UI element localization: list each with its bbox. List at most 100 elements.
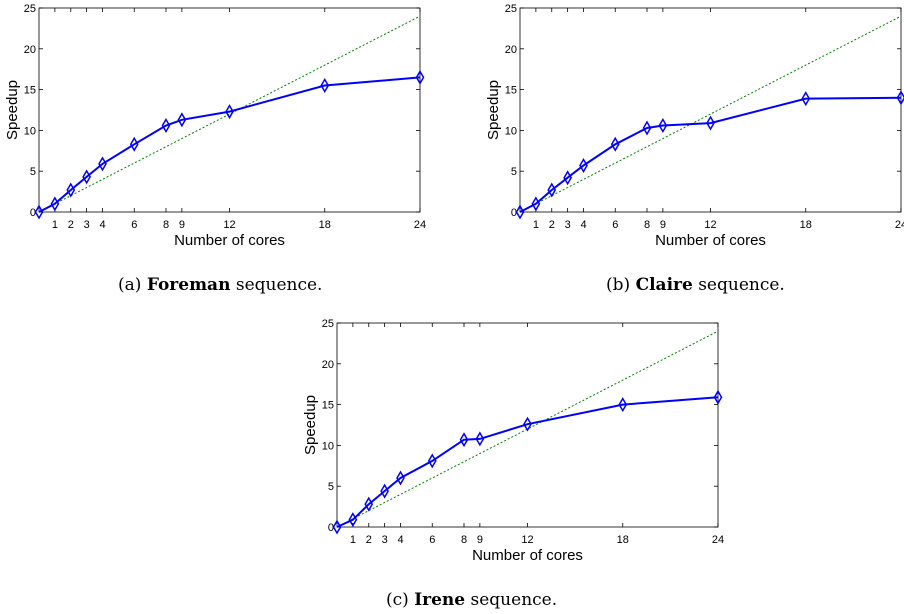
caption-b: (b) Claire sequence. <box>606 275 785 295</box>
caption-a: (a) Foreman sequence. <box>118 275 322 295</box>
data-point-a-8 <box>225 104 234 120</box>
data-point-b-2 <box>547 182 557 198</box>
x-axis-label-c: Number of cores <box>472 547 583 564</box>
x-tick-label-a-2: 3 <box>84 219 90 231</box>
data-point-a-10 <box>415 69 425 85</box>
y-axis-label-b: Speedup <box>485 80 502 140</box>
data-point-c-9 <box>618 397 628 413</box>
x-tick-label-b-9: 24 <box>895 219 904 231</box>
y-tick-label-c-4: 20 <box>322 359 334 371</box>
y-tick-label-b-1: 5 <box>511 166 517 178</box>
data-point-c-5 <box>427 453 437 469</box>
data-point-c-7 <box>475 431 485 447</box>
data-point-a-3 <box>82 169 91 185</box>
y-tick-label-a-2: 10 <box>24 125 36 137</box>
x-tick-label-b-7: 12 <box>704 219 716 231</box>
speedup-line-a <box>38 76 421 213</box>
x-tick-label-c-9: 24 <box>712 534 724 546</box>
x-tick-label-b-4: 6 <box>612 219 618 231</box>
x-tick-label-b-1: 2 <box>549 219 555 231</box>
x-tick-label-c-7: 12 <box>521 534 533 546</box>
caption-c-label: (c) <box>386 590 409 610</box>
y-tick-label-b-4: 20 <box>505 44 517 56</box>
x-axis-label-b: Number of cores <box>655 232 766 249</box>
data-point-a-1 <box>50 196 60 212</box>
x-tick-label-c-2: 3 <box>382 534 388 546</box>
caption-a-rest: sequence. <box>235 275 323 295</box>
x-tick-label-c-6: 9 <box>477 534 483 546</box>
data-point-c-10 <box>713 389 723 405</box>
y-tick-label-c-5: 25 <box>322 318 334 330</box>
x-tick-label-a-3: 4 <box>99 219 105 231</box>
x-tick-label-a-1: 2 <box>68 219 74 231</box>
caption-b-bold: Claire <box>635 275 693 295</box>
x-tick-label-a-6: 9 <box>179 219 185 231</box>
data-point-b-5 <box>610 136 620 152</box>
x-axis-label-a: Number of cores <box>174 232 285 249</box>
y-tick-label-b-5: 25 <box>505 3 517 15</box>
y-tick-label-c-3: 15 <box>322 400 334 412</box>
x-tick-label-a-0: 1 <box>52 219 58 231</box>
speedup-line-b <box>519 96 902 213</box>
y-tick-label-b-3: 15 <box>505 85 517 97</box>
caption-b-label: (b) <box>606 275 631 295</box>
y-tick-label-a-1: 5 <box>30 166 36 178</box>
data-point-a-9 <box>320 78 330 94</box>
data-point-b-1 <box>531 196 541 212</box>
data-point-b-10 <box>896 90 904 106</box>
data-point-b-3 <box>563 170 572 186</box>
x-tick-label-a-5: 8 <box>163 219 169 231</box>
y-tick-label-b-2: 10 <box>505 125 517 137</box>
y-axis-label-c: Speedup <box>302 395 319 455</box>
x-tick-label-a-7: 12 <box>223 219 235 231</box>
caption-c-bold: Irene <box>414 590 466 610</box>
data-point-a-5 <box>129 136 139 152</box>
x-tick-label-c-5: 8 <box>461 534 467 546</box>
caption-a-label: (a) <box>118 275 142 295</box>
x-tick-label-a-4: 6 <box>131 219 137 231</box>
y-axis-label-a: Speedup <box>4 80 21 140</box>
x-tick-label-a-8: 18 <box>319 219 331 231</box>
caption-a-bold: Foreman <box>146 275 231 295</box>
y-tick-label-c-2: 10 <box>322 440 334 452</box>
data-point-c-8 <box>523 416 532 432</box>
x-tick-label-c-0: 1 <box>350 534 356 546</box>
speedup-line-c <box>336 396 719 528</box>
data-point-c-6 <box>459 432 469 448</box>
y-tick-label-a-0: 0 <box>30 207 36 219</box>
data-point-c-2 <box>364 496 374 512</box>
y-tick-label-a-5: 25 <box>24 3 36 15</box>
ideal-line-b <box>519 15 902 213</box>
x-tick-label-b-0: 1 <box>533 219 539 231</box>
data-point-c-0 <box>332 519 342 535</box>
caption-b-rest: sequence. <box>698 275 785 295</box>
data-point-a-0 <box>34 204 44 220</box>
y-tick-label-b-0: 0 <box>511 207 517 219</box>
x-tick-label-b-2: 3 <box>565 219 571 231</box>
x-tick-label-a-9: 24 <box>414 219 426 231</box>
data-point-a-7 <box>177 112 187 128</box>
ideal-line-c <box>336 330 719 528</box>
caption-c-rest: sequence. <box>470 590 558 610</box>
y-tick-label-a-3: 15 <box>24 85 36 97</box>
x-tick-label-c-4: 6 <box>429 534 435 546</box>
data-point-b-6 <box>642 120 652 136</box>
ideal-line-a <box>38 15 421 213</box>
x-tick-label-c-8: 18 <box>617 534 629 546</box>
data-point-c-1 <box>348 512 358 528</box>
x-tick-label-b-6: 9 <box>660 219 666 231</box>
x-tick-label-b-8: 18 <box>800 219 812 231</box>
data-point-a-4 <box>98 156 107 172</box>
data-point-b-9 <box>801 91 811 107</box>
x-tick-label-b-5: 8 <box>644 219 650 231</box>
y-tick-label-a-4: 20 <box>24 44 36 56</box>
data-point-b-7 <box>658 118 668 133</box>
data-point-b-8 <box>706 115 715 131</box>
y-tick-label-c-1: 5 <box>328 481 334 493</box>
data-point-c-4 <box>396 470 405 486</box>
data-point-c-3 <box>380 483 389 499</box>
